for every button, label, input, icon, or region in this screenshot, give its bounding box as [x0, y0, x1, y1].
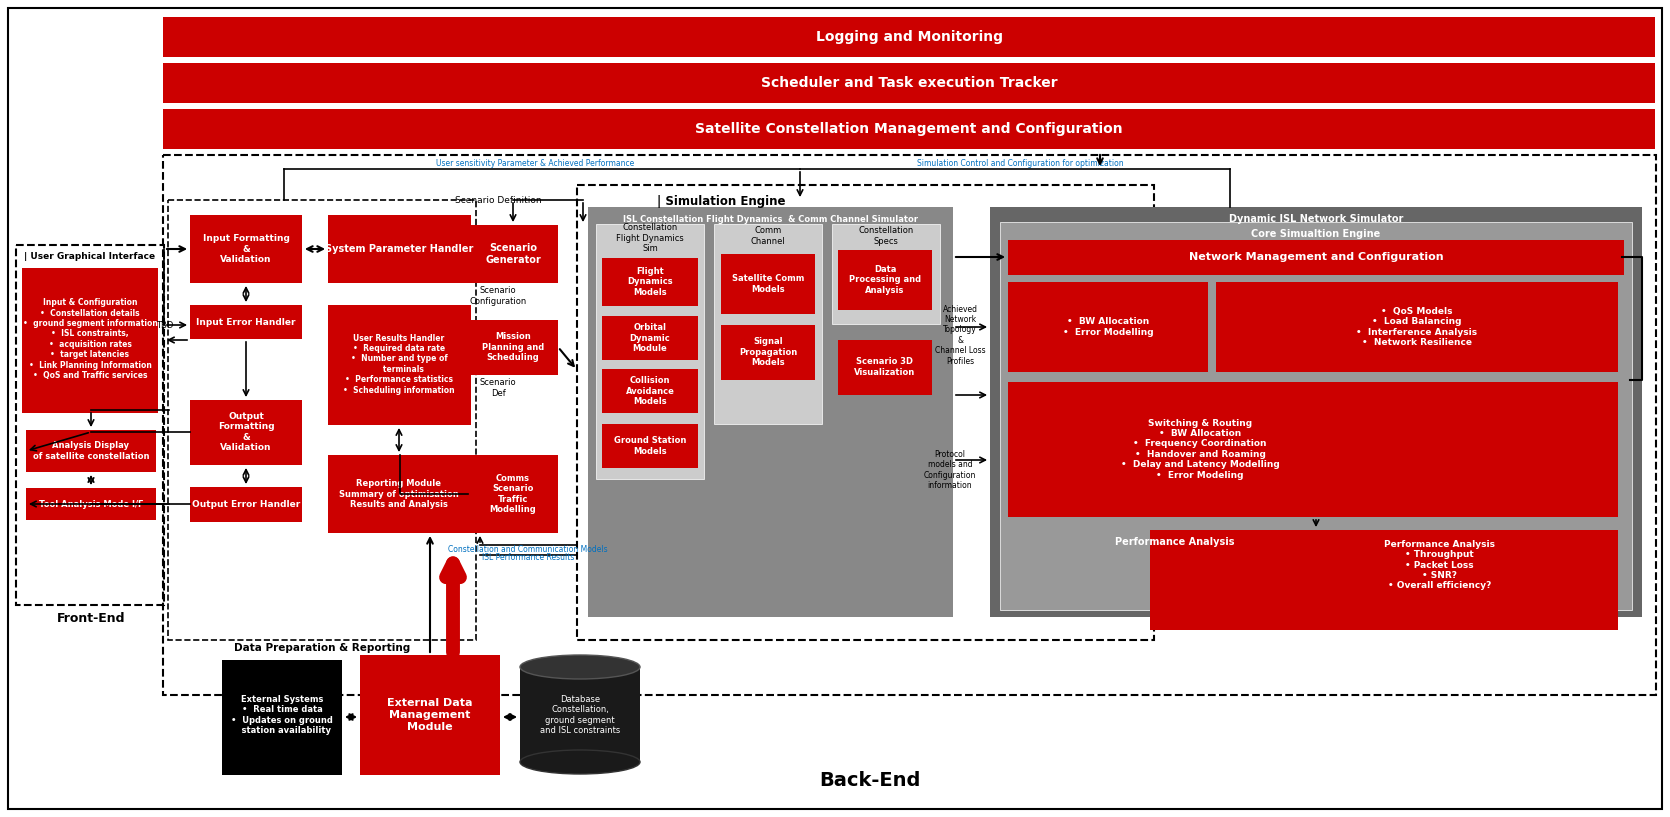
Ellipse shape [519, 655, 640, 679]
Text: Input Formatting
&
Validation: Input Formatting & Validation [202, 234, 289, 264]
Text: Scenario 3D
Visualization: Scenario 3D Visualization [855, 357, 915, 377]
Text: External Data
Management
Module: External Data Management Module [387, 699, 473, 731]
Text: Scenario
Def: Scenario Def [479, 378, 516, 398]
FancyBboxPatch shape [190, 400, 302, 465]
Text: User Results Handler
•  Required data rate
•  Number and type of
   terminals
• : User Results Handler • Required data rat… [344, 333, 454, 395]
FancyBboxPatch shape [601, 258, 698, 306]
FancyBboxPatch shape [1009, 240, 1623, 275]
FancyBboxPatch shape [190, 487, 302, 522]
Text: Database
Constellation,
ground segment
and ISL constraints: Database Constellation, ground segment a… [539, 695, 620, 735]
FancyBboxPatch shape [596, 224, 705, 479]
FancyBboxPatch shape [468, 225, 558, 283]
FancyBboxPatch shape [721, 254, 815, 314]
Text: Ground Station
Models: Ground Station Models [615, 436, 686, 456]
Text: ISL Performance Results: ISL Performance Results [483, 553, 574, 562]
Text: Collision
Avoidance
Models: Collision Avoidance Models [626, 376, 675, 406]
Text: System Parameter Handler: System Parameter Handler [324, 244, 473, 254]
FancyBboxPatch shape [361, 655, 499, 775]
Text: Comm
Channel: Comm Channel [750, 226, 785, 246]
FancyBboxPatch shape [327, 455, 471, 533]
FancyBboxPatch shape [1009, 282, 1207, 372]
Text: Constellation and Communication Models: Constellation and Communication Models [448, 546, 608, 555]
FancyBboxPatch shape [601, 369, 698, 413]
FancyBboxPatch shape [519, 667, 640, 762]
FancyBboxPatch shape [1151, 530, 1618, 630]
FancyBboxPatch shape [468, 455, 558, 533]
Text: Network Management and Configuration: Network Management and Configuration [1189, 252, 1443, 262]
Text: Constellation
Specs: Constellation Specs [858, 226, 913, 246]
FancyBboxPatch shape [164, 17, 1655, 57]
FancyBboxPatch shape [222, 660, 342, 775]
Text: | User Graphical Interface: | User Graphical Interface [25, 252, 155, 261]
Text: | Simulation Engine: | Simulation Engine [656, 194, 785, 208]
FancyBboxPatch shape [601, 424, 698, 468]
Text: Satellite Constellation Management and Configuration: Satellite Constellation Management and C… [695, 122, 1122, 136]
Text: Scheduler and Task execution Tracker: Scheduler and Task execution Tracker [762, 76, 1057, 90]
Text: External Systems
•  Real time data
•  Updates on ground
   station availability: External Systems • Real time data • Upda… [230, 695, 332, 735]
FancyBboxPatch shape [838, 340, 932, 395]
FancyBboxPatch shape [838, 250, 932, 310]
FancyBboxPatch shape [1000, 222, 1632, 610]
Text: Achieved
Network
Topology
&
Channel Loss
Profiles: Achieved Network Topology & Channel Loss… [935, 305, 985, 365]
Ellipse shape [519, 750, 640, 774]
Text: Core Simualtion Engine: Core Simualtion Engine [1251, 229, 1381, 239]
Text: Data Preparation & Reporting: Data Preparation & Reporting [234, 643, 411, 653]
Text: Scenario
Configuration: Scenario Configuration [469, 286, 526, 306]
FancyBboxPatch shape [468, 320, 558, 375]
Text: ISL Constellation Flight Dynamics  & Comm Channel Simulator: ISL Constellation Flight Dynamics & Comm… [623, 215, 918, 224]
FancyBboxPatch shape [715, 224, 822, 424]
Text: Satellite Comm
Models: Satellite Comm Models [731, 275, 805, 293]
Text: Input Error Handler: Input Error Handler [197, 318, 296, 327]
Text: Simulation Control and Configuration for optimization: Simulation Control and Configuration for… [917, 158, 1124, 167]
Text: Mission
Planning and
Scheduling: Mission Planning and Scheduling [483, 332, 544, 362]
FancyBboxPatch shape [164, 63, 1655, 103]
Text: Signal
Propagation
Models: Signal Propagation Models [738, 337, 797, 367]
Text: Input & Configuration
•  Constellation details
•  ground segment information
•  : Input & Configuration • Constellation de… [23, 298, 157, 380]
Text: Scenario
Generator: Scenario Generator [484, 243, 541, 265]
Text: Performance Analysis
• Throughput
• Packet Loss
• SNR?
• Overall efficiency?: Performance Analysis • Throughput • Pack… [1384, 540, 1495, 591]
FancyBboxPatch shape [27, 430, 155, 472]
Text: Output Error Handler: Output Error Handler [192, 499, 301, 508]
FancyBboxPatch shape [327, 305, 471, 425]
FancyBboxPatch shape [601, 316, 698, 360]
Text: Tool Analysis Mode I/F: Tool Analysis Mode I/F [38, 499, 144, 508]
FancyBboxPatch shape [832, 224, 940, 324]
Text: Analysis Display
of satellite constellation: Analysis Display of satellite constellat… [33, 441, 149, 461]
Text: Front-End: Front-End [57, 611, 125, 624]
Text: Switching & Routing
•  BW Allocation
•  Frequency Coordination
•  Handover and R: Switching & Routing • BW Allocation • Fr… [1121, 418, 1279, 480]
Text: Flight
Dynamics
Models: Flight Dynamics Models [628, 267, 673, 297]
FancyBboxPatch shape [8, 8, 1662, 809]
Text: Scenario Definition: Scenario Definition [454, 195, 541, 204]
FancyBboxPatch shape [1216, 282, 1618, 372]
Text: Protocol
models and
Configuration
information: Protocol models and Configuration inform… [924, 450, 977, 490]
FancyBboxPatch shape [327, 215, 471, 283]
Text: Logging and Monitoring: Logging and Monitoring [815, 30, 1002, 44]
Text: Constellation
Flight Dynamics
Sim: Constellation Flight Dynamics Sim [616, 223, 685, 253]
FancyBboxPatch shape [22, 268, 159, 413]
FancyBboxPatch shape [164, 109, 1655, 149]
FancyBboxPatch shape [190, 215, 302, 283]
Text: Performance Analysis: Performance Analysis [1116, 537, 1234, 547]
FancyBboxPatch shape [27, 488, 155, 520]
FancyBboxPatch shape [190, 305, 302, 339]
Text: TBD: TBD [157, 320, 174, 329]
Text: Back-End: Back-End [820, 770, 920, 789]
FancyBboxPatch shape [1009, 382, 1618, 517]
Text: Comms
Scenario
Traffic
Modelling: Comms Scenario Traffic Modelling [489, 474, 536, 514]
Text: Dynamic ISL Network Simulator: Dynamic ISL Network Simulator [1229, 214, 1403, 224]
Text: Data
Processing and
Analysis: Data Processing and Analysis [848, 265, 922, 295]
Text: Output
Formatting
&
Validation: Output Formatting & Validation [217, 412, 274, 452]
Text: •  QoS Models
•  Load Balancing
•  Interference Analysis
•  Network Resilience: • QoS Models • Load Balancing • Interfer… [1356, 307, 1478, 347]
Text: Reporting Module
Summary of optimisation
Results and Analysis: Reporting Module Summary of optimisation… [339, 479, 459, 509]
Text: •  BW Allocation
•  Error Modelling: • BW Allocation • Error Modelling [1062, 317, 1154, 337]
FancyBboxPatch shape [588, 207, 954, 617]
Text: User sensitivity Parameter & Achieved Performance: User sensitivity Parameter & Achieved Pe… [436, 158, 635, 167]
FancyBboxPatch shape [721, 325, 815, 380]
FancyBboxPatch shape [990, 207, 1642, 617]
Text: Orbital
Dynamic
Module: Orbital Dynamic Module [630, 323, 670, 353]
